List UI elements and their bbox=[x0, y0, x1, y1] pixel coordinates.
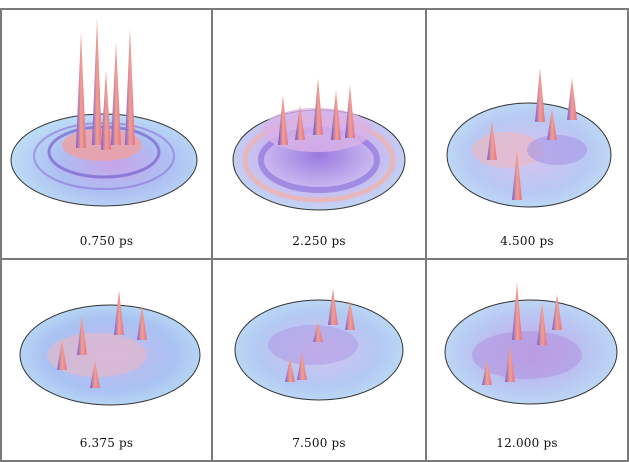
peak bbox=[76, 32, 86, 148]
peak bbox=[295, 105, 305, 140]
peak bbox=[482, 360, 492, 385]
peak bbox=[278, 95, 288, 145]
peak bbox=[90, 360, 100, 388]
time-label: 12.000 ps bbox=[496, 436, 558, 450]
time-label: 7.500 ps bbox=[292, 436, 346, 450]
peak bbox=[57, 340, 67, 370]
wave-surface bbox=[472, 331, 582, 379]
panel-1: 0.750 ps bbox=[0, 8, 213, 260]
peak bbox=[547, 108, 557, 140]
wave-surface bbox=[268, 325, 358, 365]
peak bbox=[114, 290, 124, 335]
peak bbox=[487, 120, 497, 160]
peak bbox=[505, 345, 515, 382]
peak bbox=[345, 85, 355, 138]
peak bbox=[552, 294, 562, 330]
panel-5: 7.500 ps bbox=[211, 258, 427, 462]
surface-plot-4 bbox=[19, 290, 201, 406]
surface-plot-5 bbox=[234, 288, 404, 401]
surface-plot-3 bbox=[446, 68, 612, 208]
peak bbox=[77, 315, 87, 355]
panel-6: 12.000 ps bbox=[425, 258, 629, 462]
surface-plot-2 bbox=[232, 78, 406, 211]
peak bbox=[328, 288, 338, 325]
peak bbox=[125, 28, 135, 145]
time-label: 0.750 ps bbox=[79, 234, 134, 248]
peak bbox=[512, 282, 522, 340]
panel-2: 2.250 ps bbox=[211, 8, 427, 260]
time-label: 4.500 ps bbox=[500, 234, 554, 248]
peak bbox=[101, 70, 111, 150]
surface-plot-6 bbox=[444, 282, 618, 405]
time-label: 6.375 ps bbox=[79, 436, 134, 450]
peak bbox=[137, 305, 147, 340]
panel-3: 4.500 ps bbox=[425, 8, 629, 260]
peak bbox=[297, 352, 307, 380]
peak bbox=[285, 358, 295, 382]
peak bbox=[111, 42, 121, 145]
peak bbox=[535, 68, 545, 122]
peak bbox=[313, 322, 323, 342]
panel-4: 6.375 ps bbox=[0, 258, 213, 462]
peak bbox=[345, 300, 355, 330]
peak bbox=[537, 302, 547, 345]
wave-surface bbox=[527, 135, 587, 165]
peak bbox=[512, 150, 522, 200]
surface-plot-1 bbox=[10, 18, 198, 207]
time-label: 2.250 ps bbox=[292, 234, 346, 248]
peak bbox=[92, 18, 102, 145]
peak bbox=[313, 78, 323, 135]
peak bbox=[331, 90, 341, 140]
peak bbox=[567, 78, 577, 120]
wave-surface bbox=[47, 333, 147, 377]
